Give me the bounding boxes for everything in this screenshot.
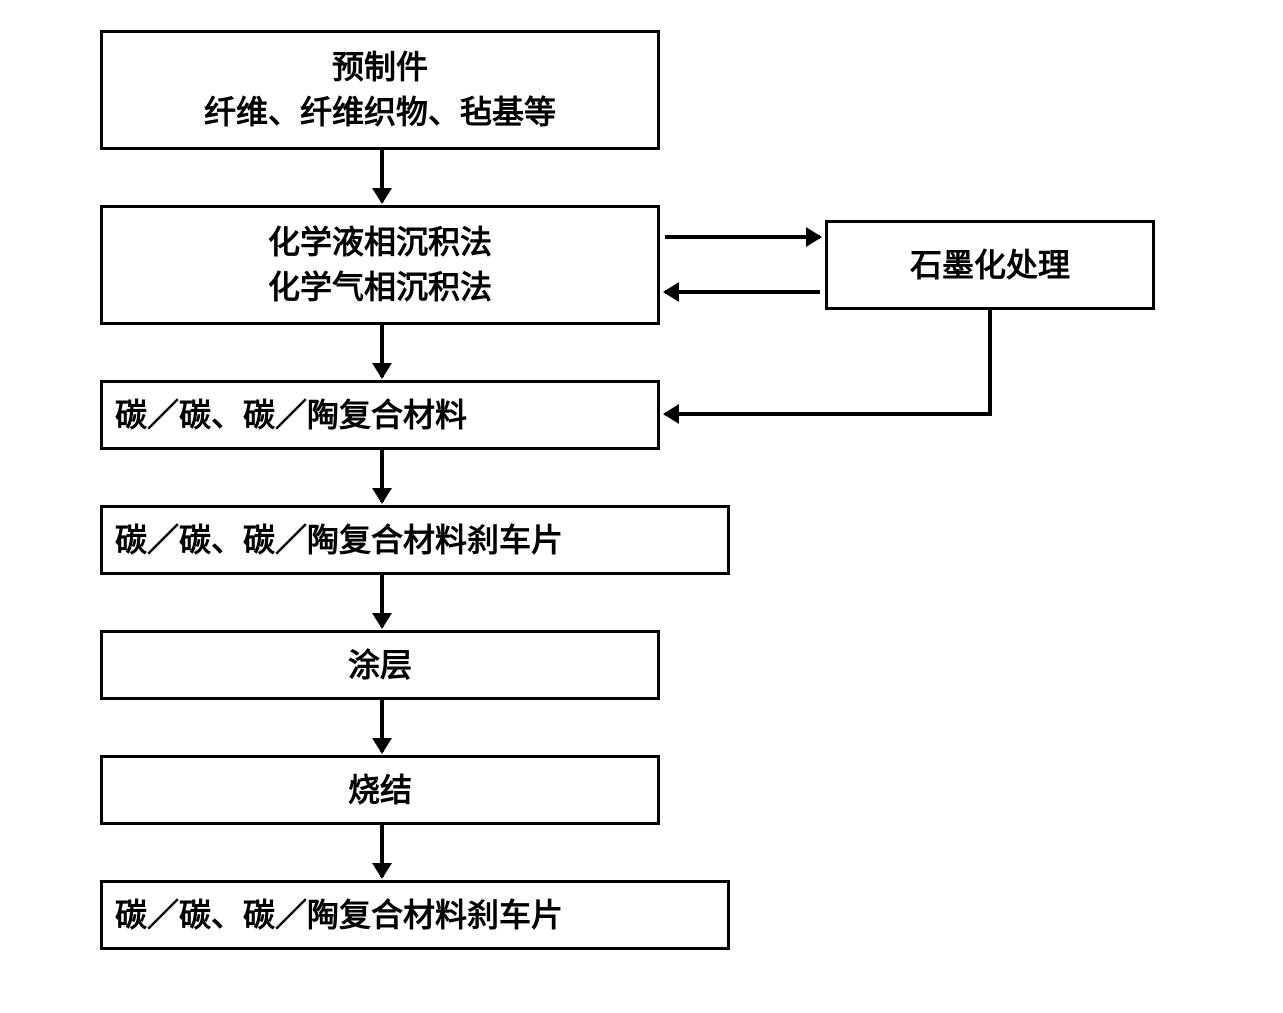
node-brake-pad-2: 碳／碳、碳／陶复合材料刹车片 [100, 880, 730, 950]
node-coating: 涂层 [100, 630, 660, 700]
arrow-down [380, 325, 384, 377]
node-graphitization: 石墨化处理 [825, 220, 1155, 310]
node-line: 烧结 [348, 768, 412, 813]
arrow-down [380, 150, 384, 202]
flowchart-diagram: 预制件 纤维、纤维织物、毡基等 化学液相沉积法 化学气相沉积法 石墨化处理 碳／… [30, 30, 1250, 980]
node-composite: 碳／碳、碳／陶复合材料 [100, 380, 660, 450]
node-deposition: 化学液相沉积法 化学气相沉积法 [100, 205, 660, 325]
arrow-down [380, 450, 384, 502]
arrow-right [665, 235, 820, 239]
arrow-down [380, 825, 384, 877]
node-line: 碳／碳、碳／陶复合材料刹车片 [115, 893, 715, 938]
node-line: 化学液相沉积法 [268, 220, 492, 265]
node-line: 碳／碳、碳／陶复合材料刹车片 [115, 518, 715, 563]
node-line: 预制件 [332, 45, 428, 90]
node-preform: 预制件 纤维、纤维织物、毡基等 [100, 30, 660, 150]
arrow-down [380, 700, 384, 752]
node-line: 涂层 [348, 643, 412, 688]
arrow-down [380, 575, 384, 627]
node-sintering: 烧结 [100, 755, 660, 825]
arrow-left [665, 290, 820, 294]
arrow-left [665, 412, 992, 416]
edge-line-v [988, 310, 992, 415]
node-line: 纤维、纤维织物、毡基等 [204, 90, 556, 135]
node-line: 化学气相沉积法 [268, 265, 492, 310]
node-line: 石墨化处理 [910, 243, 1070, 288]
node-brake-pad-1: 碳／碳、碳／陶复合材料刹车片 [100, 505, 730, 575]
node-line: 碳／碳、碳／陶复合材料 [115, 393, 645, 438]
